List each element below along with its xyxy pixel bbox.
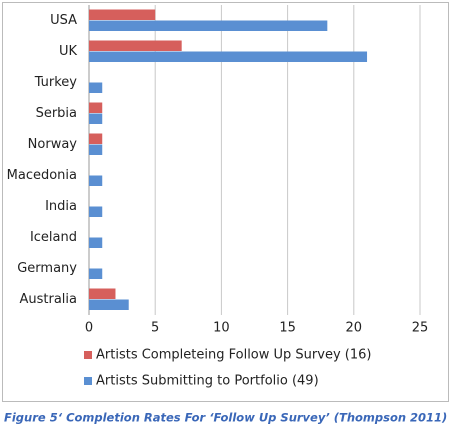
y-tick-label: India bbox=[45, 199, 77, 214]
y-tick-label: Norway bbox=[28, 137, 78, 152]
bar bbox=[89, 20, 328, 31]
bar bbox=[89, 9, 156, 20]
bar bbox=[89, 102, 103, 113]
y-tick-label: Germany bbox=[17, 261, 77, 276]
y-tick-label: Serbia bbox=[36, 106, 77, 121]
y-tick-label: Turkey bbox=[34, 75, 78, 90]
bar bbox=[89, 299, 129, 310]
bar bbox=[89, 40, 182, 51]
x-tick-label: 5 bbox=[151, 321, 159, 336]
x-tick-label: 15 bbox=[279, 321, 296, 336]
y-tick-label: USA bbox=[50, 13, 77, 28]
x-tick-label: 10 bbox=[213, 321, 230, 336]
x-tick-label: 20 bbox=[346, 321, 363, 336]
bar bbox=[89, 82, 103, 93]
bar bbox=[89, 133, 103, 144]
y-tick-label: Australia bbox=[19, 292, 77, 307]
legend-swatch bbox=[84, 377, 92, 385]
legend-label: Artists Completeing Follow Up Survey (16… bbox=[96, 348, 371, 363]
bar bbox=[89, 237, 103, 248]
bar bbox=[89, 206, 103, 217]
bar bbox=[89, 175, 103, 186]
x-tick-label: 25 bbox=[412, 321, 429, 336]
legend-label: Artists Submitting to Portfolio (49) bbox=[96, 374, 319, 389]
y-tick-label: Iceland bbox=[30, 230, 77, 245]
y-tick-label: UK bbox=[59, 44, 78, 59]
chart-frame bbox=[2, 2, 449, 402]
legend-swatch bbox=[84, 351, 92, 359]
bar bbox=[89, 113, 103, 124]
bar bbox=[89, 288, 116, 299]
caption: Figure 5‘ Completion Rates For ‘Follow U… bbox=[4, 411, 447, 425]
bar bbox=[89, 268, 103, 279]
bar bbox=[89, 51, 368, 62]
bar bbox=[89, 144, 103, 155]
x-tick-label: 0 bbox=[85, 321, 93, 336]
y-tick-label: Macedonia bbox=[7, 168, 77, 183]
